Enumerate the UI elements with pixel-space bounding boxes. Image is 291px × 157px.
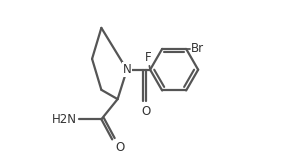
Text: F: F bbox=[145, 51, 152, 63]
Text: O: O bbox=[115, 141, 125, 154]
Text: O: O bbox=[142, 105, 151, 118]
Text: H2N: H2N bbox=[52, 113, 77, 126]
Text: Br: Br bbox=[191, 42, 204, 55]
Text: N: N bbox=[123, 63, 131, 76]
